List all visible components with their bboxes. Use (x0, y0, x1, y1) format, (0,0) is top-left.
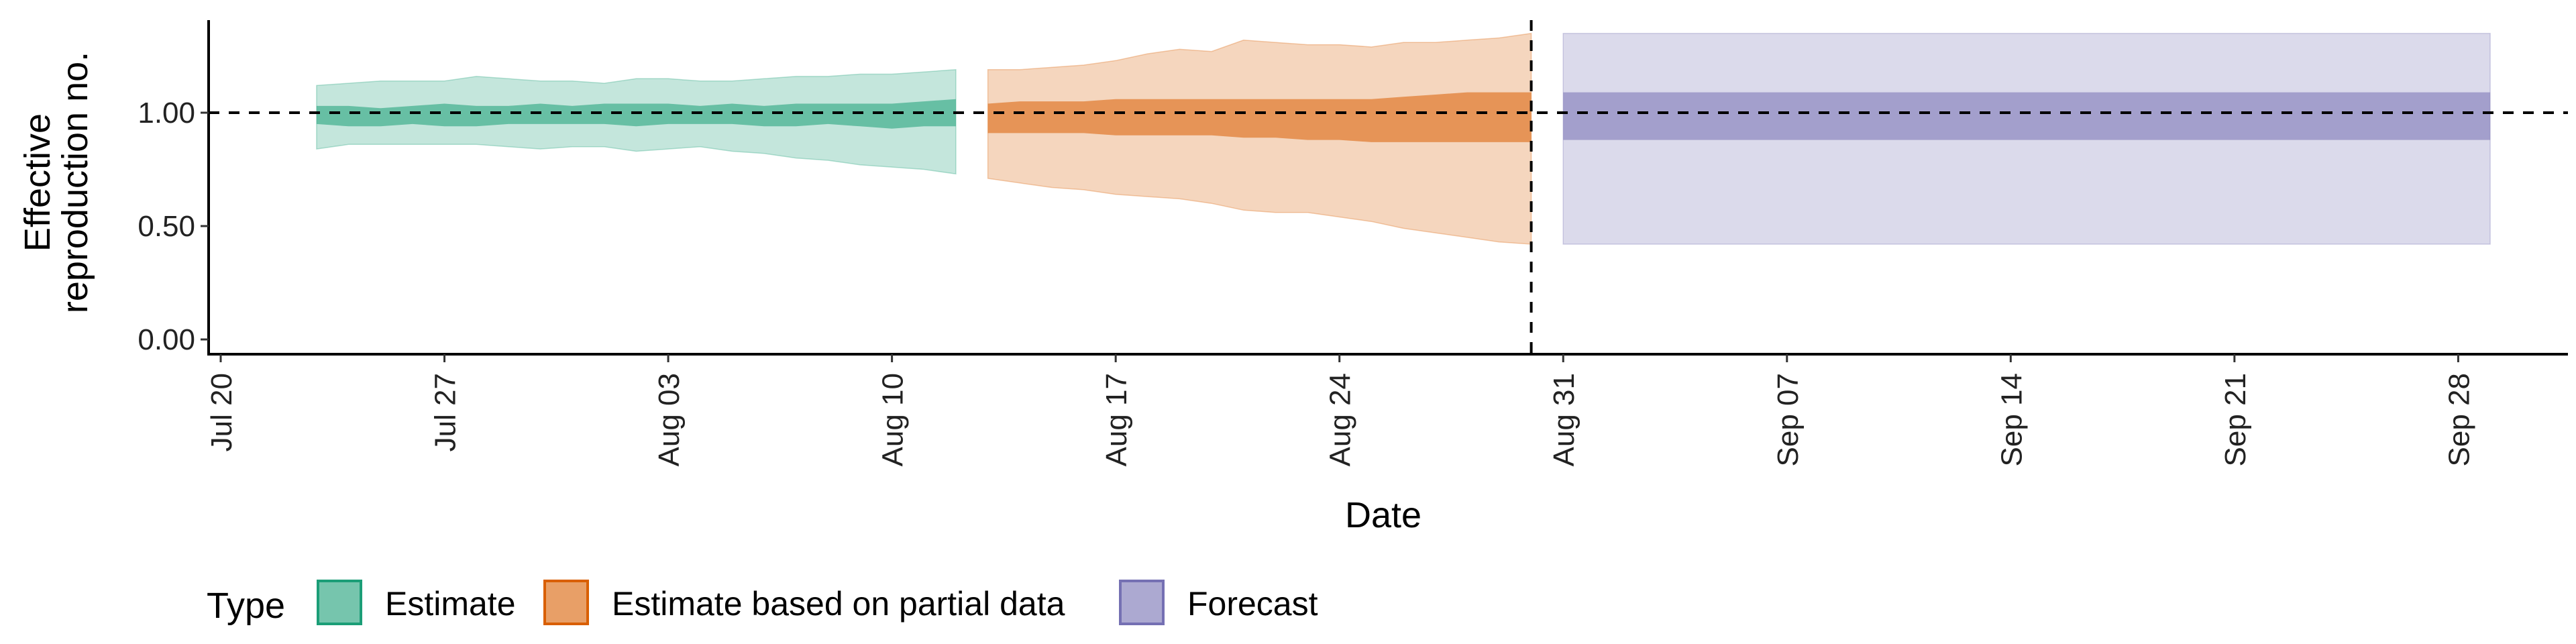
x-tick-label: Aug 03 (653, 373, 686, 466)
x-tick-label: Sep 07 (1772, 373, 1805, 466)
x-tick-label: Aug 17 (1100, 373, 1133, 466)
y-tick-label: 1.00 (138, 97, 195, 129)
legend-label-estimate: Estimate (385, 585, 516, 623)
x-axis-title: Date (1345, 495, 1421, 535)
y-axis-title-line-1: Effective (17, 113, 58, 252)
axes (207, 20, 2568, 356)
legend-key-forecast (1119, 580, 1165, 625)
legend-title: Type (207, 586, 285, 626)
estimate-based-on-partial-data-inner-band (987, 92, 1532, 142)
x-tick-label: Sep 21 (2219, 373, 2252, 466)
x-tick-label: Jul 20 (205, 373, 238, 451)
reference-lines (209, 20, 2568, 354)
legend-key-estimate (317, 580, 362, 625)
legend: Type Estimate Estimate based on partial d… (207, 580, 1318, 626)
x-tick-label: Aug 24 (1324, 373, 1357, 466)
legend-label-estimate-based-on-partial-data: Estimate based on partial data (612, 585, 1065, 623)
x-tick-label: Jul 27 (429, 373, 462, 451)
y-axis-title: Effective reproduction no. (17, 52, 95, 313)
y-tick-label: 0.50 (138, 210, 195, 243)
credible-bands (316, 32, 2491, 245)
x-tick-label: Sep 28 (2443, 373, 2475, 466)
legend-label-forecast: Forecast (1187, 585, 1318, 623)
x-tick-label: Aug 10 (877, 373, 910, 466)
x-axis-ticks: Jul 20 Jul 27 Aug 03 Aug 10 Aug 17 Aug 24 Aug … (205, 354, 2475, 466)
y-tick-label: 0.00 (138, 323, 195, 356)
legend-key-estimate-based-on-partial-data (543, 580, 589, 625)
x-tick-label: Sep 14 (1995, 373, 2028, 466)
y-axis-title-line-2: reproduction no. (55, 52, 95, 313)
x-tick-label: Aug 31 (1548, 373, 1580, 466)
y-axis-ticks: 0.00 0.50 1.00 (138, 97, 209, 356)
forecast-inner-band (1563, 92, 2491, 140)
